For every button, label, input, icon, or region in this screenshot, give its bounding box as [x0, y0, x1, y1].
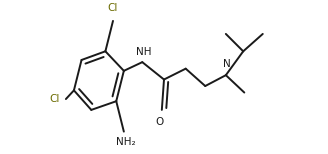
Text: Cl: Cl [108, 3, 118, 13]
Text: NH: NH [136, 47, 151, 57]
Text: O: O [155, 118, 163, 128]
Text: NH₂: NH₂ [116, 137, 136, 147]
Text: Cl: Cl [50, 94, 60, 104]
Text: N: N [223, 59, 230, 69]
